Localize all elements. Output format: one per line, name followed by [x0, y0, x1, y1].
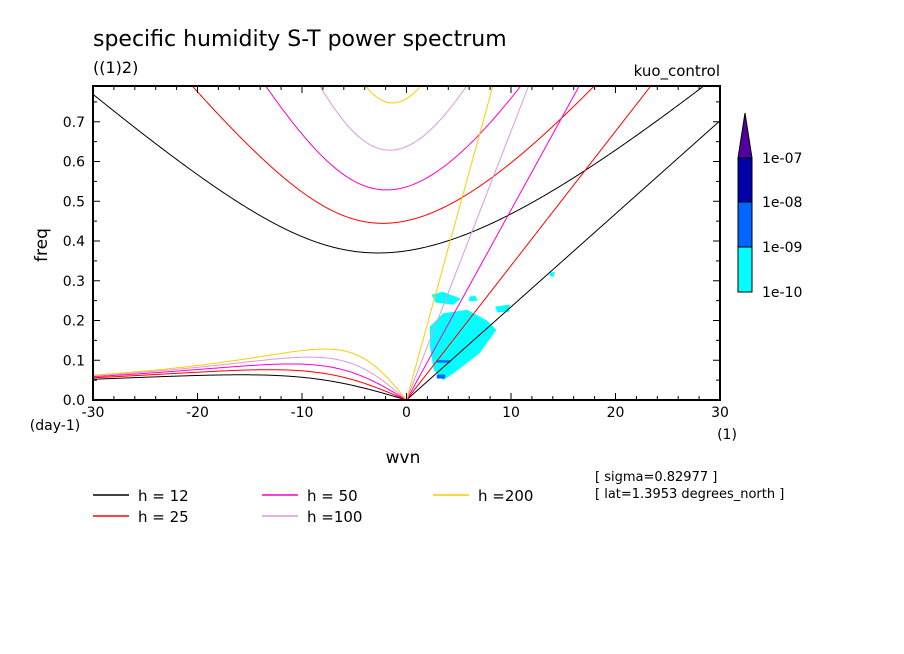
ig-curve-h100 — [319, 86, 468, 151]
legend-label: h = 50 — [307, 487, 358, 505]
colorbar-box-1e-10 — [737, 246, 753, 293]
shaded-region — [469, 295, 478, 302]
shaded-region — [495, 304, 510, 313]
colorbar-label: 1e-09 — [762, 240, 802, 256]
legend-label: h = 12 — [138, 487, 189, 505]
ig-curve-h50 — [265, 86, 522, 191]
colorbar-box-1e-09 — [737, 201, 753, 248]
x-tick-label: 0 — [402, 405, 411, 421]
ig-curve-h12 — [93, 86, 705, 254]
y-tick-label: 0.1 — [63, 353, 85, 369]
run-label: kuo_control — [634, 62, 720, 81]
er-curve-h50 — [93, 363, 406, 400]
x-axis-label: wvn — [386, 448, 421, 468]
y-tick-label: 0.2 — [63, 314, 85, 330]
x-tick-label: -10 — [291, 405, 314, 421]
x-axis-unit: (1) — [717, 427, 737, 443]
y-axis-unit: (day-1) — [30, 418, 80, 434]
x-tick-label: -20 — [186, 405, 209, 421]
x-tick-label: 10 — [502, 405, 520, 421]
legend: h = 12 h = 25 h = 50 h =100 h =200 — [93, 487, 533, 526]
legend-label: h =200 — [478, 487, 533, 505]
kelvin-curve-h25 — [406, 86, 652, 400]
shaded-region — [436, 360, 451, 363]
er-curve-h25 — [93, 369, 406, 400]
chart-title: specific humidity S-T power spectrum — [93, 27, 507, 52]
axis-ticks: -30 -20 -10 0 10 20 30 0.0 0.1 0.2 0.3 0.4 0.5 0.6 0.7 — [63, 86, 729, 421]
y-tick-label: 0.0 — [63, 393, 85, 409]
colorbar: 1e-10 1e-09 1e-08 1e-07 — [737, 112, 802, 301]
x-tick-label: 30 — [711, 405, 729, 421]
y-tick-label: 0.4 — [63, 234, 85, 250]
y-tick-label: 0.6 — [63, 155, 85, 171]
shaded-region — [436, 374, 446, 379]
colorbar-box-1e-08 — [737, 157, 753, 203]
er-curve-h200 — [93, 348, 406, 400]
y-tick-label: 0.7 — [63, 115, 85, 131]
legend-label: h = 25 — [138, 508, 189, 526]
legend-label: h =100 — [307, 508, 362, 526]
kelvin-curve-h12 — [406, 120, 720, 400]
x-tick-label: -30 — [82, 405, 105, 421]
kelvin-curve-h200 — [406, 86, 494, 400]
colorbar-label: 1e-07 — [762, 151, 802, 167]
er-curve-h100 — [93, 356, 406, 400]
shaded-region — [549, 272, 555, 277]
shaded-contours — [430, 272, 555, 381]
y-tick-label: 0.5 — [63, 194, 85, 210]
er-curve-h12 — [93, 374, 406, 400]
lat-annotation: [ lat=1.3953 degrees_north ] — [595, 487, 784, 502]
dispersion-curves — [93, 86, 720, 400]
y-tick-label: 0.3 — [63, 274, 85, 290]
x-tick-label: 20 — [607, 405, 625, 421]
chart-subtitle: ((1)2) — [93, 58, 138, 77]
colorbar-label: 1e-10 — [762, 285, 802, 301]
sigma-annotation: [ sigma=0.82977 ] — [595, 470, 717, 485]
plot-frame — [92, 85, 721, 401]
colorbar-label: 1e-08 — [762, 195, 802, 211]
kelvin-curve-h50 — [406, 86, 580, 400]
ig-curve-h200 — [365, 86, 422, 104]
kelvin-curve-h100 — [406, 86, 530, 400]
y-axis-label: freq — [32, 228, 52, 262]
colorbar-triangle — [737, 112, 753, 159]
